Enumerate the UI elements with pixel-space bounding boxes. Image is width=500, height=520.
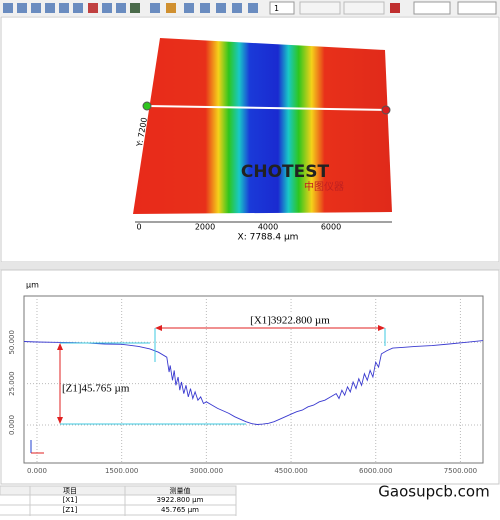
table-cell: 3922.800 µm	[157, 496, 204, 504]
y-tick-label: 50.000	[8, 330, 16, 355]
measurements: [X1]3922.800 µm [Z1]45.765 µm	[30, 314, 386, 454]
tool-button[interactable]	[31, 3, 41, 13]
y-tick-label: 25.000	[8, 371, 16, 396]
tool-button[interactable]	[232, 3, 242, 13]
tool-button[interactable]	[88, 3, 98, 13]
tool-button[interactable]	[59, 3, 69, 13]
tool-button[interactable]	[166, 3, 176, 13]
y-unit: µm	[26, 281, 39, 290]
tool-button[interactable]	[150, 3, 160, 13]
close-button[interactable]	[390, 3, 400, 13]
profile-end-handle[interactable]	[381, 105, 391, 115]
splitter[interactable]	[0, 262, 500, 270]
table-cell: [Z1]	[63, 506, 78, 514]
arrow-head	[57, 343, 63, 350]
label-bg	[244, 314, 334, 327]
arrow-head	[155, 325, 162, 331]
logo-sub: 中图仪器	[304, 180, 344, 193]
tool-button[interactable]	[130, 3, 140, 13]
profile-line[interactable]	[146, 105, 387, 111]
input[interactable]	[413, 1, 451, 15]
x-tick-label: 6000.000	[359, 467, 392, 475]
y-tick-label: 0.000	[8, 415, 16, 435]
table-cell: 45.765 µm	[161, 506, 199, 514]
x-tick-label: 3000.000	[190, 467, 223, 475]
tool-button[interactable]	[216, 3, 226, 13]
dropdown[interactable]	[343, 1, 385, 15]
profile-start-handle[interactable]	[142, 101, 152, 111]
layer-dropdown[interactable]	[269, 1, 295, 15]
x-tick-label-3d: 2000	[195, 223, 215, 232]
tool-button[interactable]	[17, 3, 27, 13]
tool-button[interactable]	[248, 3, 258, 13]
tool-button[interactable]	[116, 3, 126, 13]
x-tick-label-3d: 4000	[258, 223, 278, 232]
profile-curve	[23, 340, 484, 425]
tool-button[interactable]	[102, 3, 112, 13]
x-tick-label-3d: 6000	[321, 223, 341, 232]
x-label-3d: X: 7788.4 µm	[238, 233, 299, 243]
tool-button[interactable]	[3, 3, 13, 13]
watermark: Gaosupcb.com	[378, 483, 489, 501]
arrow-head	[57, 417, 63, 424]
tool-button[interactable]	[184, 3, 194, 13]
table-header-cell: 项目	[63, 487, 77, 495]
tool-button[interactable]	[73, 3, 83, 13]
x-tick-label: 4500.000	[274, 467, 307, 475]
x-tick-label: 7500.000	[444, 467, 477, 475]
dropdown[interactable]	[299, 1, 341, 15]
x-tick-label: 0.000	[27, 467, 47, 475]
tool-button[interactable]	[200, 3, 210, 13]
input[interactable]	[457, 1, 497, 15]
z1-label: [Z1]45.765 µm	[62, 383, 130, 395]
logo: CHOTEST	[241, 162, 330, 182]
table-header-cell: 测量值	[170, 486, 191, 495]
result-table: 项目 测量值 [X1] 3922.800 µm [Z1] 45.765 µm	[0, 485, 500, 516]
x-tick-label-3d: 0	[136, 223, 141, 232]
x-tick-label: 1500.000	[105, 467, 138, 475]
x1-label: [X1]3922.800 µm	[250, 315, 330, 327]
arrow-head	[378, 325, 385, 331]
layer-value: 1	[274, 4, 279, 13]
table-cell: [X1]	[63, 496, 78, 504]
surface-3d	[133, 38, 392, 214]
table-header	[0, 485, 237, 496]
tool-button[interactable]	[45, 3, 55, 13]
toolbar-icons	[3, 3, 258, 13]
